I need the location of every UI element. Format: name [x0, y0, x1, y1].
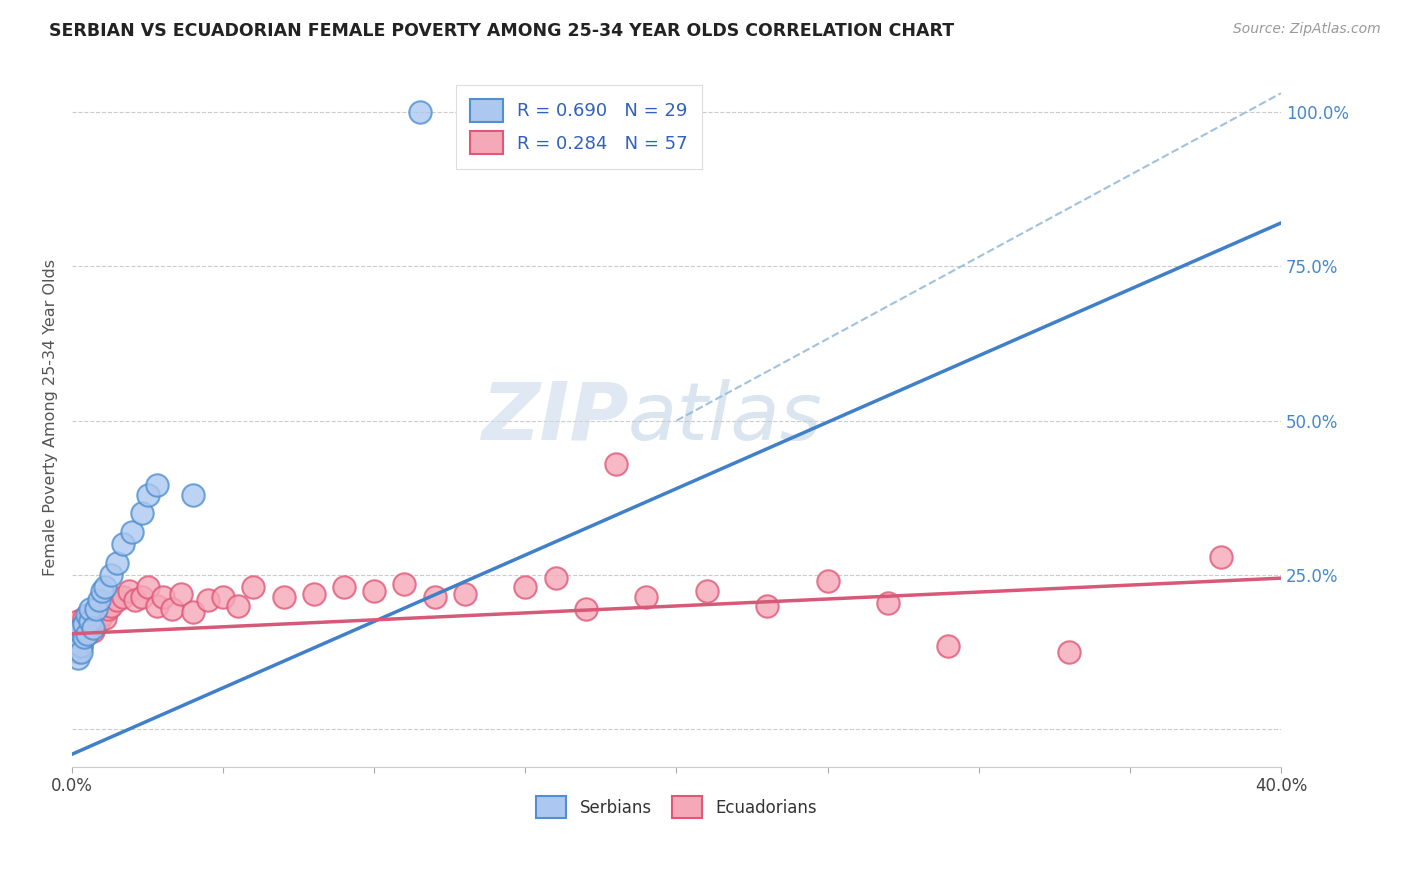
Point: [197, 592, 219, 607]
Y-axis label: Female Poverty Among 25-34 Year Olds: Female Poverty Among 25-34 Year Olds: [44, 259, 58, 576]
Point: [273, 590, 295, 604]
Point: [70, 621, 93, 635]
Point: [67, 651, 90, 665]
Point: [1059, 645, 1081, 659]
Point: [67, 645, 90, 659]
Point: [89, 615, 111, 629]
Point: [121, 524, 143, 539]
Text: ZIP: ZIP: [481, 378, 628, 457]
Point: [63, 632, 86, 647]
Point: [152, 590, 174, 604]
Point: [63, 624, 86, 638]
Point: [84, 617, 107, 632]
Point: [73, 630, 96, 644]
Point: [70, 639, 93, 653]
Point: [70, 621, 93, 635]
Point: [67, 624, 90, 638]
Point: [63, 626, 86, 640]
Text: atlas: atlas: [628, 378, 823, 457]
Point: [73, 617, 96, 632]
Point: [160, 602, 183, 616]
Point: [63, 632, 86, 647]
Point: [817, 574, 839, 589]
Point: [76, 626, 98, 640]
Point: [67, 636, 90, 650]
Point: [242, 581, 264, 595]
Point: [67, 626, 90, 640]
Point: [94, 611, 117, 625]
Point: [82, 621, 104, 635]
Point: [636, 590, 658, 604]
Point: [302, 586, 325, 600]
Point: [112, 537, 135, 551]
Point: [79, 621, 101, 635]
Point: [67, 615, 90, 629]
Point: [84, 602, 107, 616]
Point: [515, 581, 537, 595]
Point: [105, 556, 128, 570]
Point: [100, 568, 122, 582]
Point: [76, 608, 98, 623]
Legend: Serbians, Ecuadorians: Serbians, Ecuadorians: [530, 789, 824, 824]
Point: [877, 596, 900, 610]
Point: [79, 602, 101, 616]
Point: [84, 605, 107, 619]
Point: [94, 581, 117, 595]
Point: [212, 590, 235, 604]
Point: [70, 630, 93, 644]
Point: [394, 577, 416, 591]
Point: [575, 602, 598, 616]
Point: [91, 608, 114, 623]
Point: [423, 590, 446, 604]
Point: [181, 605, 204, 619]
Point: [131, 506, 153, 520]
Point: [226, 599, 249, 613]
Text: Source: ZipAtlas.com: Source: ZipAtlas.com: [1233, 22, 1381, 37]
Text: SERBIAN VS ECUADORIAN FEMALE POVERTY AMONG 25-34 YEAR OLDS CORRELATION CHART: SERBIAN VS ECUADORIAN FEMALE POVERTY AMO…: [49, 22, 955, 40]
Point: [97, 602, 120, 616]
Point: [181, 488, 204, 502]
Point: [91, 583, 114, 598]
Point: [73, 611, 96, 625]
Point: [408, 104, 430, 119]
Point: [89, 592, 111, 607]
Point: [454, 586, 477, 600]
Point: [63, 642, 86, 657]
Point: [70, 645, 93, 659]
Point: [544, 571, 567, 585]
Point: [76, 615, 98, 629]
Point: [696, 583, 718, 598]
Point: [1209, 549, 1232, 564]
Point: [118, 583, 141, 598]
Point: [605, 457, 627, 471]
Point: [82, 624, 104, 638]
Point: [131, 590, 153, 604]
Point: [70, 639, 93, 653]
Point: [136, 488, 159, 502]
Point: [363, 583, 385, 598]
Point: [170, 586, 193, 600]
Point: [105, 592, 128, 607]
Point: [82, 608, 104, 623]
Point: [100, 599, 122, 613]
Point: [79, 615, 101, 629]
Point: [333, 581, 356, 595]
Point: [73, 624, 96, 638]
Point: [145, 478, 167, 492]
Point: [136, 581, 159, 595]
Point: [938, 639, 960, 653]
Point: [756, 599, 779, 613]
Point: [79, 608, 101, 623]
Point: [76, 626, 98, 640]
Point: [145, 599, 167, 613]
Point: [112, 590, 135, 604]
Point: [124, 592, 146, 607]
